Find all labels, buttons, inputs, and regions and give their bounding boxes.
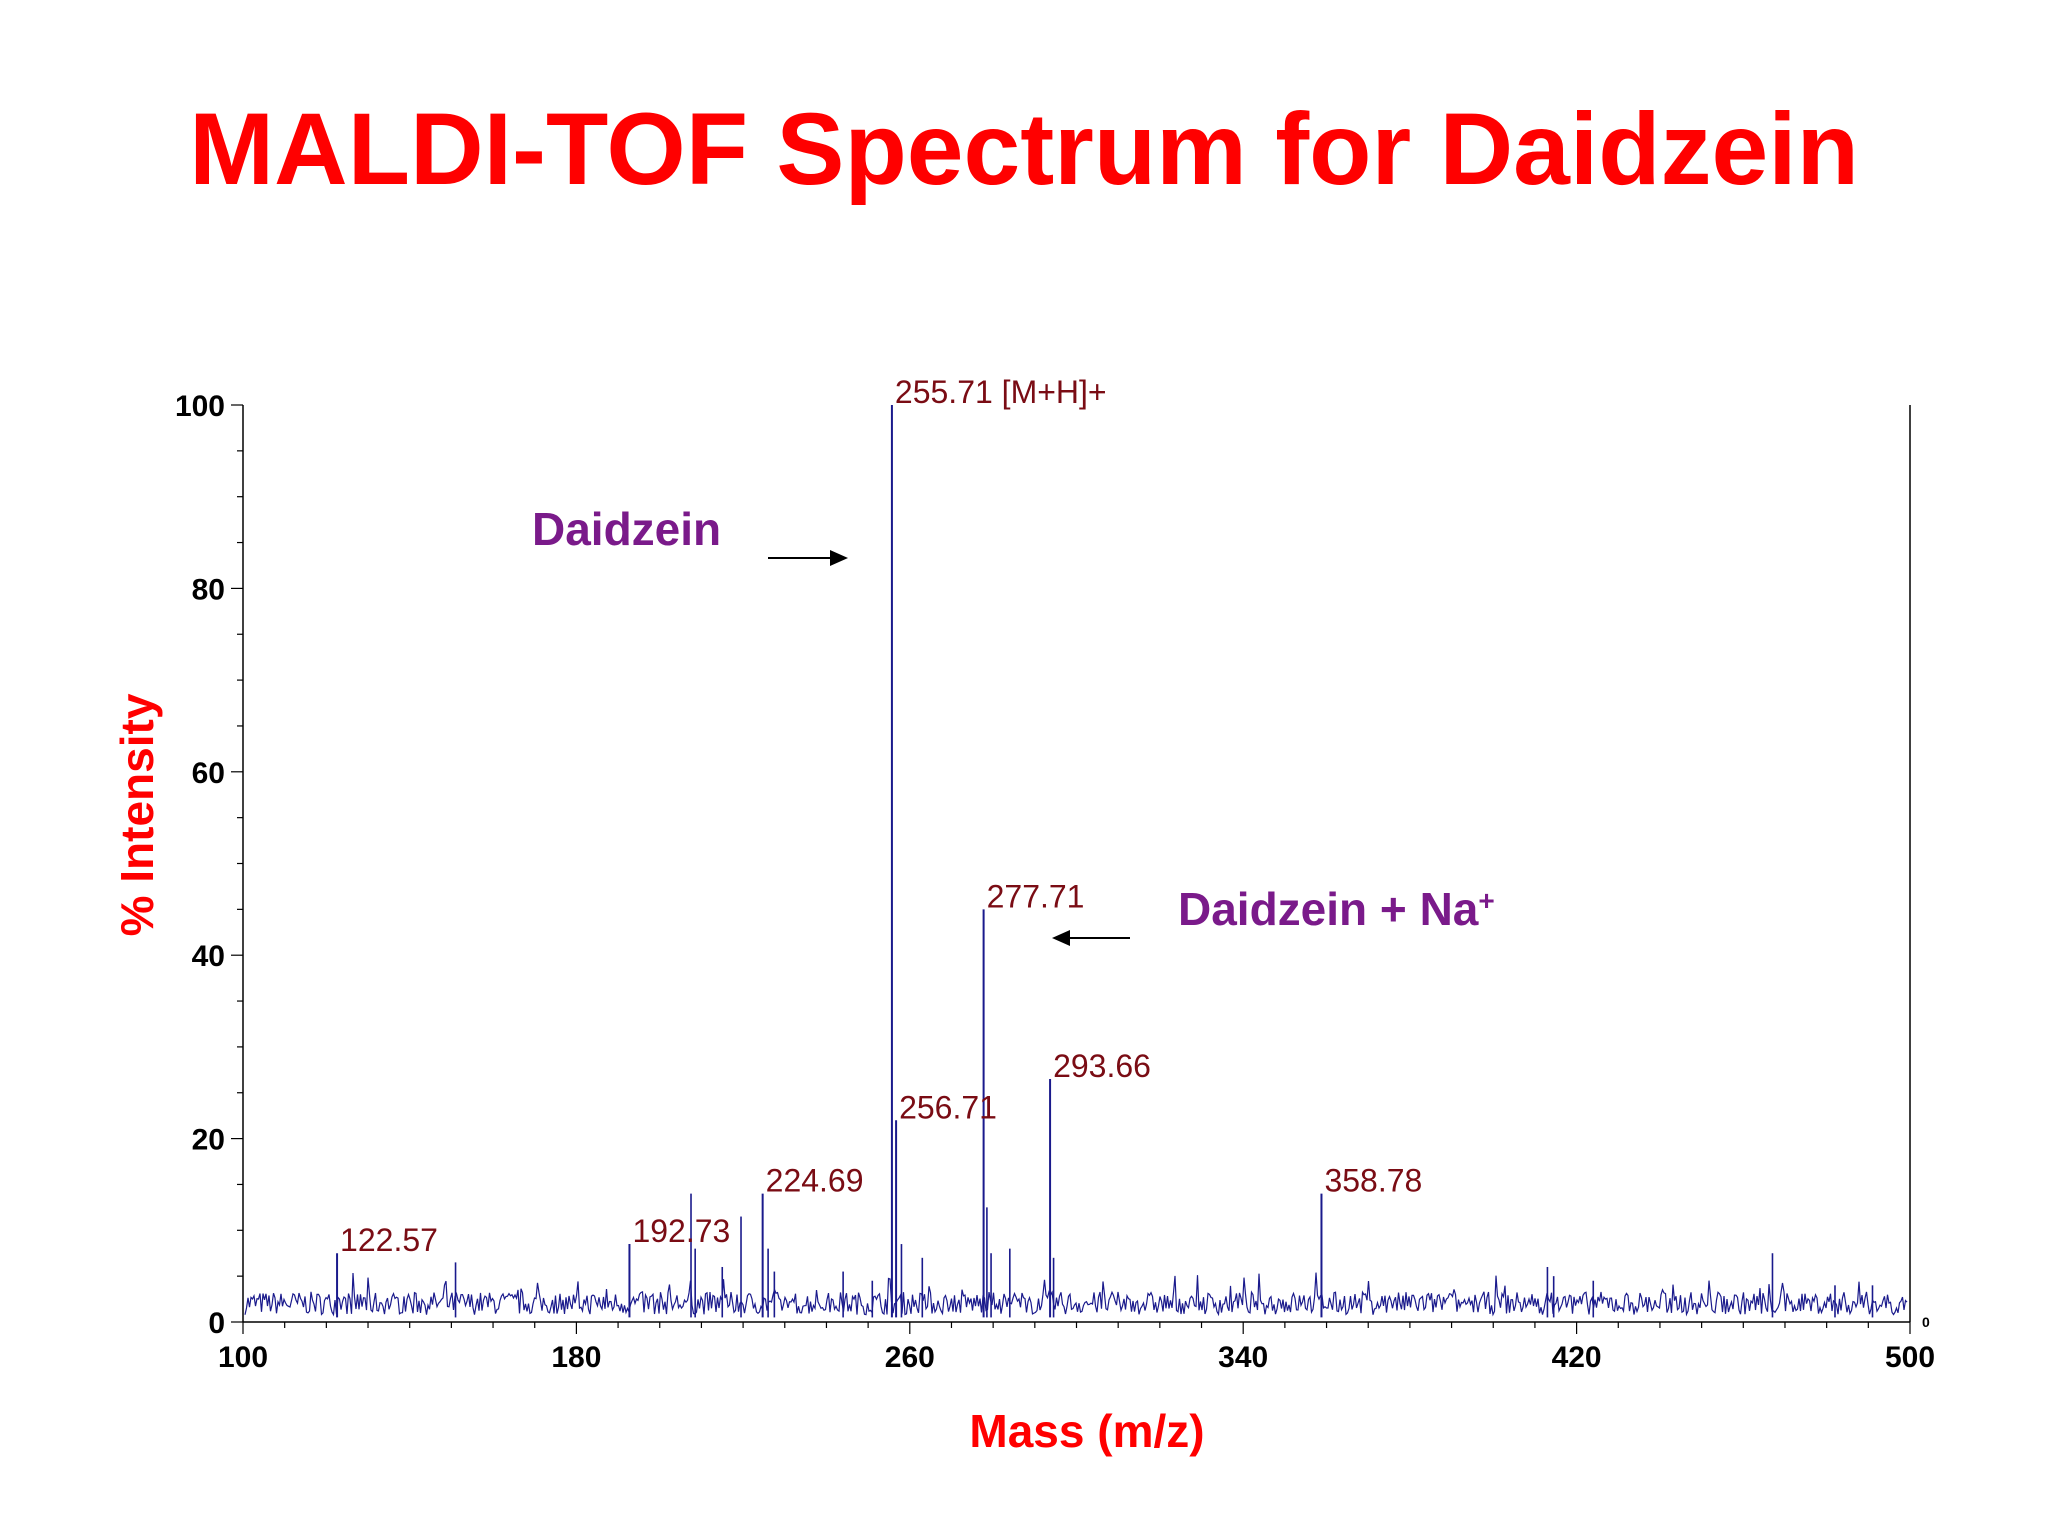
right-axis-zero-label: 0 [1922, 1314, 1930, 1330]
y-tick-label: 60 [192, 757, 225, 790]
x-tick-label: 420 [1552, 1341, 1602, 1374]
y-axis-title: % Intensity [111, 693, 163, 936]
peak-label: 192.73 [632, 1213, 730, 1249]
peak-label: 293.66 [1053, 1048, 1151, 1084]
y-tick-label: 40 [192, 940, 225, 973]
annotation-daidzein: Daidzein [532, 503, 721, 555]
annotation-daidzein-na: Daidzein + Na+ [1178, 883, 1495, 935]
y-tick-label: 100 [175, 390, 225, 423]
x-tick-label: 100 [218, 1341, 268, 1374]
y-tick-label: 0 [208, 1307, 225, 1340]
annotation-superscript: + [1478, 885, 1494, 916]
y-tick-label: 20 [192, 1124, 225, 1157]
page-title: MALDI-TOF Spectrum for Daidzein [189, 92, 1859, 206]
x-tick-label: 260 [885, 1341, 935, 1374]
peak-label: 122.57 [340, 1222, 438, 1258]
y-tick-label: 80 [192, 573, 225, 606]
peak-label: 277.71 [987, 878, 1085, 914]
x-tick-label: 340 [1218, 1341, 1268, 1374]
peak-labels: 122.57 192.73 224.69 255.71 [M+H]+ 256.71 277… [340, 374, 1422, 1258]
peak-label: 255.71 [M+H]+ [895, 374, 1107, 410]
spectrum-trace-group [244, 405, 1908, 1318]
tick-labels: 0 20 40 60 80 100 100 180 260 340 420 500 0 [175, 390, 1935, 1374]
spectrum-noise-trace [244, 1272, 1908, 1317]
peak-label: 256.71 [899, 1089, 997, 1125]
peak-label: 358.78 [1324, 1163, 1422, 1199]
annotations: Daidzein Daidzein + Na+ [532, 503, 1495, 946]
x-tick-label: 180 [551, 1341, 601, 1374]
chart-axes [231, 404, 1911, 1334]
x-tick-label: 500 [1885, 1341, 1935, 1374]
peak-label: 224.69 [766, 1163, 864, 1199]
x-axis-title: Mass (m/z) [969, 1405, 1204, 1457]
arrow-head-right-icon [830, 550, 848, 566]
arrow-head-left-icon [1052, 930, 1070, 946]
